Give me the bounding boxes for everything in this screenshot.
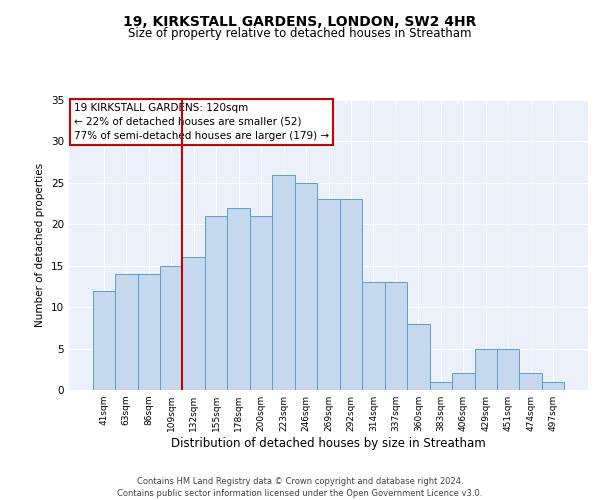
Bar	[520, 374, 542, 390]
Bar	[182, 258, 205, 390]
Text: 19, KIRKSTALL GARDENS, LONDON, SW2 4HR: 19, KIRKSTALL GARDENS, LONDON, SW2 4HR	[124, 15, 476, 29]
Bar	[340, 200, 362, 390]
Bar	[137, 274, 160, 390]
Bar	[430, 382, 452, 390]
Bar	[317, 200, 340, 390]
Bar	[362, 282, 385, 390]
Bar	[92, 290, 115, 390]
X-axis label: Distribution of detached houses by size in Streatham: Distribution of detached houses by size …	[171, 437, 486, 450]
Bar	[272, 174, 295, 390]
Text: 19 KIRKSTALL GARDENS: 120sqm
← 22% of detached houses are smaller (52)
77% of se: 19 KIRKSTALL GARDENS: 120sqm ← 22% of de…	[74, 103, 329, 141]
Bar	[475, 348, 497, 390]
Bar	[115, 274, 137, 390]
Bar	[385, 282, 407, 390]
Bar	[542, 382, 565, 390]
Bar	[227, 208, 250, 390]
Bar	[497, 348, 520, 390]
Text: Contains HM Land Registry data © Crown copyright and database right 2024.
Contai: Contains HM Land Registry data © Crown c…	[118, 476, 482, 498]
Bar	[295, 183, 317, 390]
Y-axis label: Number of detached properties: Number of detached properties	[35, 163, 46, 327]
Bar	[250, 216, 272, 390]
Bar	[407, 324, 430, 390]
Text: Size of property relative to detached houses in Streatham: Size of property relative to detached ho…	[128, 28, 472, 40]
Bar	[205, 216, 227, 390]
Bar	[452, 374, 475, 390]
Bar	[160, 266, 182, 390]
